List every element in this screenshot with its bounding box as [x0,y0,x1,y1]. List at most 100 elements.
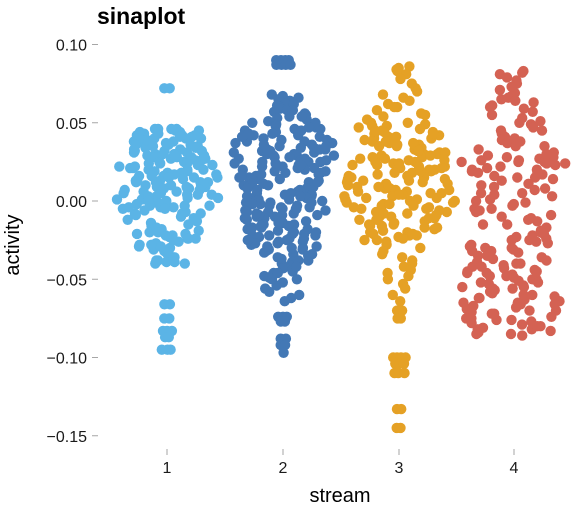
data-point-stream-3 [439,155,450,166]
data-point-stream-2 [247,117,258,128]
data-point-stream-1 [206,189,217,200]
data-point-stream-2 [263,116,274,127]
data-point-stream-4 [539,183,551,194]
data-point-stream-3 [387,289,398,301]
data-point-stream-3 [377,249,388,260]
data-point-stream-3 [377,225,389,236]
y-axis: 0.10 0.05 0.00 −0.05 −0.10 −0.15 [47,38,98,446]
data-point-stream-1 [164,313,175,324]
data-point-stream-4 [527,289,538,301]
data-point-stream-4 [474,205,485,216]
data-point-stream-2 [262,144,273,155]
data-point-stream-2 [284,152,295,163]
data-point-stream-1 [114,161,125,172]
data-point-stream-4 [473,144,484,155]
data-point-stream-1 [131,228,143,240]
data-point-stream-3 [382,274,394,285]
data-point-stream-1 [155,158,166,169]
data-point-stream-1 [198,164,209,175]
data-point-stream-3 [359,134,370,146]
data-point-stream-1 [118,188,129,199]
data-point-stream-2 [276,134,287,146]
data-point-stream-3 [395,296,406,307]
data-point-stream-1 [190,233,201,244]
data-point-stream-4 [532,321,543,332]
data-point-stream-3 [343,170,354,182]
data-point-stream-3 [399,367,410,379]
data-point-stream-3 [384,183,396,194]
data-point-stream-4 [506,234,517,246]
data-point-stream-1 [143,195,154,207]
data-point-stream-1 [130,209,141,221]
data-point-stream-4 [541,148,552,160]
data-point-stream-3 [389,167,400,178]
data-point-stream-3 [370,125,381,136]
data-point-stream-4 [514,117,525,128]
data-point-stream-1 [111,194,123,205]
data-point-stream-1 [194,184,205,196]
data-point-stream-4 [476,155,487,166]
data-point-stream-4 [515,258,526,269]
data-point-stream-3 [384,198,395,210]
data-point-stream-4 [458,297,469,308]
data-points [111,55,571,434]
data-point-stream-4 [528,122,539,133]
data-point-stream-3 [403,270,414,282]
data-point-stream-3 [415,242,426,254]
data-point-stream-3 [431,222,443,233]
x-tick-label: 2 [279,460,288,477]
data-point-stream-4 [496,94,507,105]
data-point-stream-2 [310,227,322,238]
data-point-stream-3 [428,128,439,139]
data-point-stream-2 [294,289,305,301]
data-point-stream-1 [130,177,142,188]
data-point-stream-1 [151,255,162,266]
data-point-stream-1 [207,159,218,171]
data-point-stream-3 [356,203,367,214]
data-point-stream-4 [523,214,534,225]
data-point-stream-2 [262,241,273,252]
data-point-stream-2 [228,147,239,158]
data-point-stream-3 [364,220,376,232]
data-point-stream-4 [495,161,506,172]
data-point-stream-4 [494,84,506,96]
data-point-stream-2 [306,249,318,260]
data-point-stream-4 [457,281,468,293]
data-point-stream-4 [476,180,487,191]
data-point-stream-1 [163,332,174,343]
data-point-stream-4 [484,101,496,113]
data-point-stream-2 [279,316,291,327]
data-point-stream-1 [158,183,169,194]
data-point-stream-4 [536,125,548,136]
data-point-stream-3 [347,159,358,171]
data-point-stream-1 [143,158,154,169]
data-point-stream-1 [155,241,166,252]
data-point-stream-4 [481,162,493,174]
data-point-stream-4 [512,172,523,183]
data-point-stream-4 [550,159,561,171]
data-point-stream-2 [304,202,315,213]
data-point-stream-2 [295,159,307,171]
data-point-stream-4 [489,308,500,319]
data-point-stream-2 [243,128,254,139]
data-point-stream-1 [123,202,135,213]
data-point-stream-1 [169,148,180,160]
data-point-stream-2 [320,205,331,216]
data-point-stream-1 [195,208,206,219]
data-point-stream-4 [518,103,530,114]
data-point-stream-4 [527,106,538,118]
data-point-stream-4 [517,67,528,78]
data-point-stream-3 [354,214,365,225]
data-point-stream-4 [513,247,524,258]
data-point-stream-2 [242,183,253,194]
data-point-stream-3 [388,219,399,230]
data-point-stream-4 [486,245,497,257]
data-point-stream-2 [291,274,303,285]
data-point-stream-4 [539,141,550,152]
data-point-stream-4 [516,319,528,330]
data-point-stream-4 [532,167,543,178]
y-tick-label: −0.15 [47,429,88,446]
data-point-stream-3 [407,228,418,240]
data-point-stream-3 [407,167,418,178]
data-point-stream-4 [542,238,553,249]
